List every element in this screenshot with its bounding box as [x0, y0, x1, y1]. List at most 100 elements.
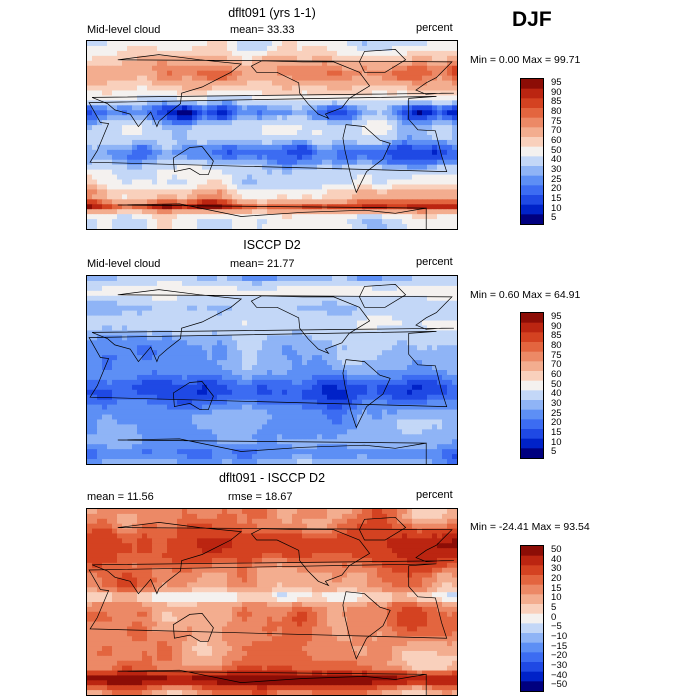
- colorbar-swatch: [521, 322, 543, 333]
- colorbar-swatch: [521, 195, 543, 206]
- colorbar-swatch: [521, 371, 543, 382]
- panel-3-colorbar-swatches: [521, 546, 543, 692]
- panel-1-mean-label: mean= 33.33: [230, 24, 295, 36]
- colorbar-swatch: [521, 584, 543, 595]
- colorbar-tick-label: 20: [551, 183, 562, 195]
- colorbar-tick-label: 30: [551, 563, 562, 575]
- panel-3-min-max: Min = -24.41 Max = 93.54: [470, 521, 590, 533]
- colorbar-swatch: [521, 137, 543, 148]
- panel-2-map-plot: [87, 276, 457, 464]
- coastline: [250, 528, 371, 587]
- coastline: [91, 522, 454, 595]
- colorbar-tick-label: 10: [551, 436, 562, 448]
- coastline: [359, 49, 407, 73]
- colorbar-swatch: [521, 204, 543, 215]
- coastline: [172, 613, 214, 642]
- colorbar-swatch: [521, 594, 543, 605]
- colorbar-tick-label: 20: [551, 417, 562, 429]
- colorbar-tick-label: 50: [551, 378, 562, 390]
- colorbar-tick-label: 95: [551, 76, 562, 88]
- colorbar-tick-label: 90: [551, 320, 562, 332]
- coastline: [250, 60, 371, 120]
- coastline: [342, 359, 391, 429]
- panel-1-colorbar: [520, 78, 544, 225]
- colorbar-swatch: [521, 313, 543, 324]
- colorbar-tick-label: 0: [551, 611, 557, 623]
- colorbar-swatch: [521, 681, 543, 692]
- colorbar-swatch: [521, 613, 543, 624]
- colorbar-swatch: [521, 351, 543, 362]
- coastline: [172, 381, 214, 411]
- panel-2-map: [86, 275, 458, 465]
- colorbar-swatch: [521, 88, 543, 99]
- colorbar-swatch: [521, 79, 543, 90]
- colorbar-swatch: [521, 642, 543, 653]
- colorbar-tick-label: 50: [551, 144, 562, 156]
- coastline: [359, 516, 407, 541]
- colorbar-swatch: [521, 419, 543, 430]
- colorbar-swatch: [521, 146, 543, 157]
- panel-2-units-label: percent: [416, 256, 453, 268]
- colorbar-tick-label: −15: [551, 640, 568, 652]
- colorbar-tick-label: 85: [551, 330, 562, 342]
- panel-3-rmse-label: rmse = 18.67: [228, 491, 293, 503]
- coastline: [117, 203, 427, 229]
- colorbar-tick-label: 80: [551, 339, 562, 351]
- coastline: [117, 438, 427, 464]
- colorbar-swatch: [521, 332, 543, 343]
- colorbar-swatch: [521, 623, 543, 634]
- colorbar-swatch: [521, 652, 543, 663]
- colorbar-tick-label: −10: [551, 630, 568, 642]
- panel-3-mean-label: mean = 11.56: [87, 491, 154, 503]
- colorbar-tick-label: 10: [551, 202, 562, 214]
- colorbar-tick-label: 75: [551, 349, 562, 361]
- colorbar-swatch: [521, 214, 543, 225]
- season-label: DJF: [512, 8, 552, 31]
- panel-3-map-plot: [87, 509, 457, 695]
- colorbar-swatch: [521, 604, 543, 615]
- colorbar-tick-label: −5: [551, 621, 562, 633]
- colorbar-tick-label: −30: [551, 659, 568, 671]
- colorbar-swatch: [521, 400, 543, 411]
- coastline: [88, 96, 448, 172]
- colorbar-tick-label: 40: [551, 154, 562, 166]
- colorbar-tick-label: 85: [551, 96, 562, 108]
- colorbar-swatch: [521, 633, 543, 644]
- colorbar-swatch: [521, 175, 543, 186]
- coastline: [88, 563, 448, 639]
- panel-2-colorbar-swatches: [521, 313, 543, 459]
- colorbar-tick-label: 70: [551, 125, 562, 137]
- panel-1-colorbar-swatches: [521, 79, 543, 225]
- colorbar-swatch: [521, 555, 543, 566]
- colorbar-tick-label: 95: [551, 310, 562, 322]
- panel-1-map: [86, 40, 458, 230]
- panel-2-variable-label: Mid-level cloud: [87, 258, 161, 270]
- panel-2-min-max: Min = 0.60 Max = 64.91: [470, 289, 581, 301]
- colorbar-swatch: [521, 429, 543, 440]
- panel-2-colorbar: [520, 312, 544, 459]
- colorbar-swatch: [521, 565, 543, 576]
- panel-3-units-label: percent: [416, 489, 453, 501]
- panel-2-mean-label: mean= 21.77: [230, 258, 295, 270]
- panel-3-colorbar: [520, 545, 544, 692]
- coastline: [91, 289, 454, 363]
- coastline: [117, 669, 427, 695]
- colorbar-tick-label: 40: [551, 388, 562, 400]
- coastline: [88, 331, 448, 407]
- colorbar-tick-label: 5: [551, 212, 557, 224]
- panel-1-units-label: percent: [416, 22, 453, 34]
- colorbar-swatch: [521, 390, 543, 401]
- coastline: [342, 591, 391, 660]
- colorbar-tick-label: −40: [551, 669, 568, 681]
- panel-3-title: dflt091 - ISCCP D2: [218, 471, 326, 485]
- colorbar-swatch: [521, 671, 543, 682]
- colorbar-tick-label: −50: [551, 679, 568, 691]
- colorbar-tick-label: −20: [551, 650, 568, 662]
- colorbar-tick-label: 5: [551, 601, 557, 613]
- colorbar-tick-label: 5: [551, 446, 557, 458]
- colorbar-swatch: [521, 166, 543, 177]
- colorbar-swatch: [521, 156, 543, 167]
- panel-1-map-plot: [87, 41, 457, 229]
- colorbar-swatch: [521, 546, 543, 557]
- colorbar-tick-label: 15: [551, 582, 562, 594]
